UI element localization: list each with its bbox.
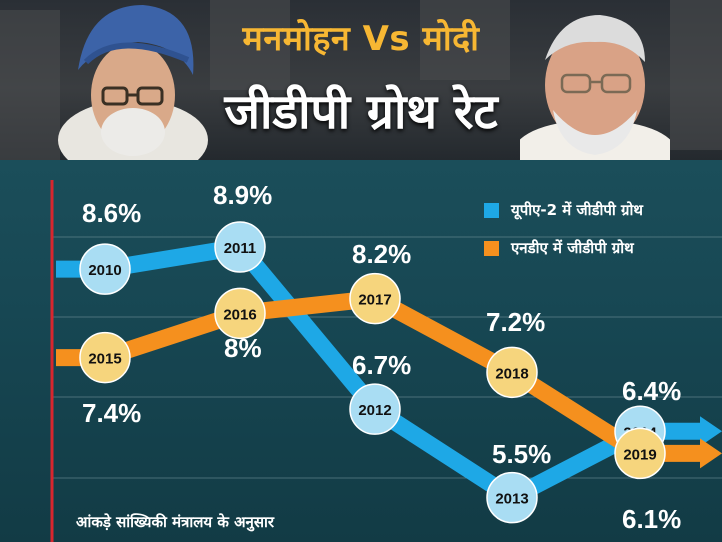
source-note: आंकड़े सांख्यिकी मंत्रालय के अनुसार xyxy=(76,513,275,531)
data-label-2011: 8.9% xyxy=(213,180,272,210)
year-label-2010: 2010 xyxy=(88,262,121,279)
legend-item-nda: एनडीए में जीडीपी ग्रोथ xyxy=(484,238,634,258)
year-label-2019: 2019 xyxy=(623,446,656,463)
header-banner: मनमोहन Vs मोदी जीडीपी ग्रोथ रेट xyxy=(0,0,722,160)
year-label-2011: 2011 xyxy=(224,240,257,257)
legend-swatch-upa xyxy=(484,202,499,218)
manmohan-portrait xyxy=(58,0,208,160)
point-nda-2018 xyxy=(486,346,538,399)
chart-title: मनमोहन Vs मोदी xyxy=(242,19,480,59)
year-label-2017: 2017 xyxy=(358,292,391,309)
point-upa-2010 xyxy=(79,243,131,295)
year-label-2012: 2012 xyxy=(358,402,391,419)
legend-swatch-nda xyxy=(484,240,499,256)
year-label-2016: 2016 xyxy=(223,306,256,323)
legend-label-upa: यूपीए-2 में जीडीपी ग्रोथ xyxy=(511,201,643,219)
point-nda-2019 xyxy=(614,427,666,480)
data-label-2016: 8% xyxy=(224,333,262,363)
data-label-2015: 7.4% xyxy=(82,398,141,428)
point-upa-2012 xyxy=(349,383,401,435)
data-label-2019: 6.1% xyxy=(622,504,681,534)
series-arrow-upa xyxy=(700,416,722,447)
data-label-2017: 8.2% xyxy=(352,239,411,269)
legend-item-upa: यूपीए-2 में जीडीपी ग्रोथ xyxy=(484,200,643,220)
data-label-2014: 6.4% xyxy=(622,376,681,406)
point-nda-2015 xyxy=(79,331,131,384)
point-nda-2016 xyxy=(214,287,266,340)
data-label-2012: 6.7% xyxy=(352,350,411,380)
year-label-2013: 2013 xyxy=(495,491,528,508)
legend-label-nda: एनडीए में जीडीपी ग्रोथ xyxy=(511,239,634,257)
data-label-2010: 8.6% xyxy=(82,198,141,228)
series-arrow-nda xyxy=(700,438,722,469)
point-upa-2011 xyxy=(214,221,266,273)
chart-subtitle: जीडीपी ग्रोथ रेट xyxy=(224,84,498,140)
point-nda-2017 xyxy=(349,272,401,325)
year-label-2018: 2018 xyxy=(495,365,528,382)
data-label-2018: 7.2% xyxy=(486,307,545,337)
data-label-2013: 5.5% xyxy=(492,439,551,469)
modi-portrait xyxy=(520,0,670,160)
year-label-2015: 2015 xyxy=(88,351,121,368)
point-upa-2013 xyxy=(486,471,538,524)
